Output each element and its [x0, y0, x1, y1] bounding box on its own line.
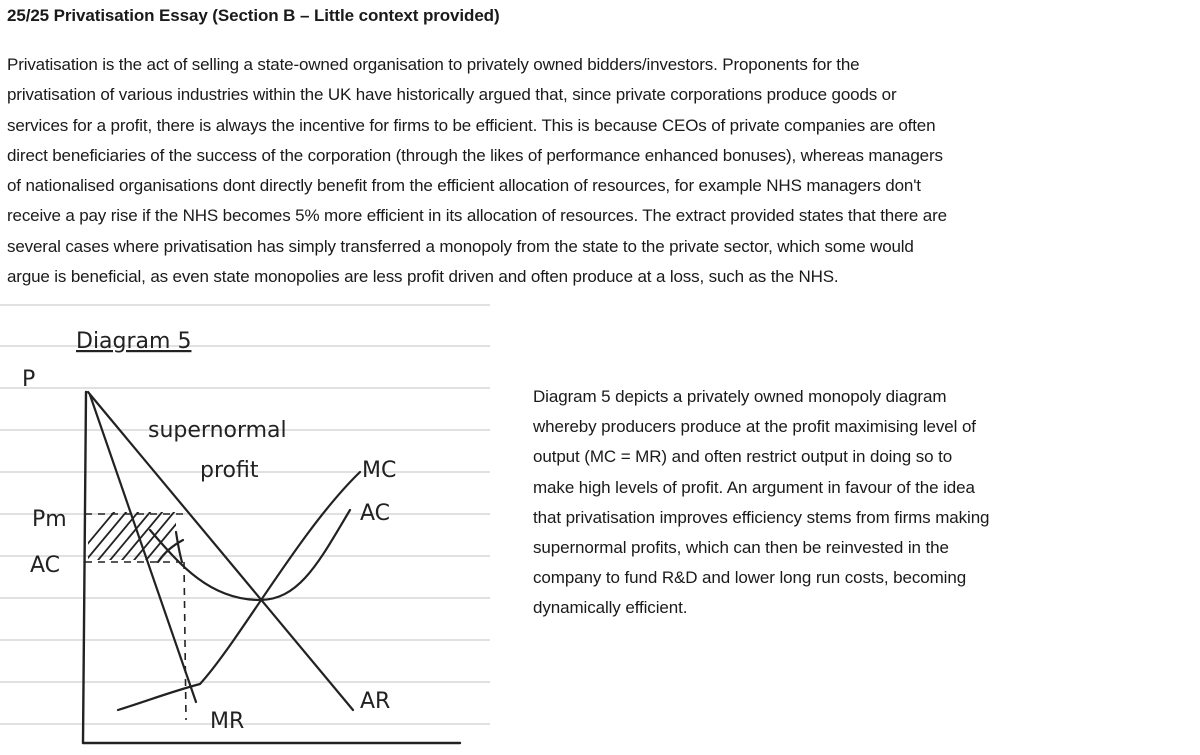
mc-label: MC — [362, 458, 396, 483]
axes — [81, 390, 462, 745]
ac-axis-label: AC — [30, 553, 60, 578]
caption-line: Diagram 5 depicts a privately owned mono… — [533, 387, 947, 406]
ac-curve-label: AC — [360, 501, 390, 526]
caption-line: output (MC = MR) and often restrict outp… — [533, 447, 953, 467]
diagram-title: Diagram 5 — [76, 329, 191, 354]
diagram-caption: Diagram 5 depicts a privately owned mono… — [533, 382, 1133, 624]
curves — [86, 390, 362, 712]
mc-curve — [116, 470, 362, 712]
intro-line: of nationalised organisations dont direc… — [7, 176, 921, 196]
intro-line: several cases where privatisation has si… — [7, 236, 914, 256]
profit-label: profit — [200, 458, 259, 483]
essay-title: 25/25 Privatisation Essay (Section B – L… — [7, 6, 500, 25]
ac-profit-edge — [156, 538, 185, 564]
intro-line: services for a profit, there is always t… — [7, 115, 936, 135]
caption-line: company to fund R&D and lower long run c… — [533, 568, 967, 588]
mr-curve — [88, 393, 198, 704]
intro-line: argue is beneficial, as even state monop… — [7, 267, 839, 287]
y-axis — [81, 390, 88, 745]
intro-line: privatisation of various industries with… — [7, 85, 897, 105]
monopoly-diagram: Diagram 5 P supernormal profit MC AC Pm … — [0, 300, 495, 750]
diagram-svg: Diagram 5 P supernormal profit MC AC Pm … — [0, 304, 490, 745]
pm-label: Pm — [32, 507, 67, 532]
ruled-lines — [0, 304, 490, 725]
caption-line: whereby producers produce at the profit … — [533, 417, 976, 437]
ar-label: AR — [360, 689, 390, 714]
caption-line: dynamically efficient. — [533, 598, 688, 618]
intro-line: receive a pay rise if the NHS becomes 5%… — [7, 206, 947, 226]
caption-line: make high levels of profit. An argument … — [533, 477, 975, 497]
intro-paragraph: Privatisation is the act of selling a st… — [7, 50, 1193, 292]
mr-label: MR — [210, 709, 244, 734]
axis-p-label: P — [22, 367, 35, 392]
intro-line: Privatisation is the act of selling a st… — [7, 55, 860, 74]
qm-mark — [174, 530, 184, 564]
guide-lines — [85, 513, 187, 721]
ac-curve — [148, 508, 352, 602]
caption-line: supernormal profits, which can then be r… — [533, 538, 949, 558]
intro-line: direct beneficiaries of the success of t… — [7, 145, 943, 165]
ar-curve — [86, 390, 355, 712]
caption-line: that privatisation improves efficiency s… — [533, 507, 990, 527]
supernormal-label: supernormal — [148, 418, 287, 443]
